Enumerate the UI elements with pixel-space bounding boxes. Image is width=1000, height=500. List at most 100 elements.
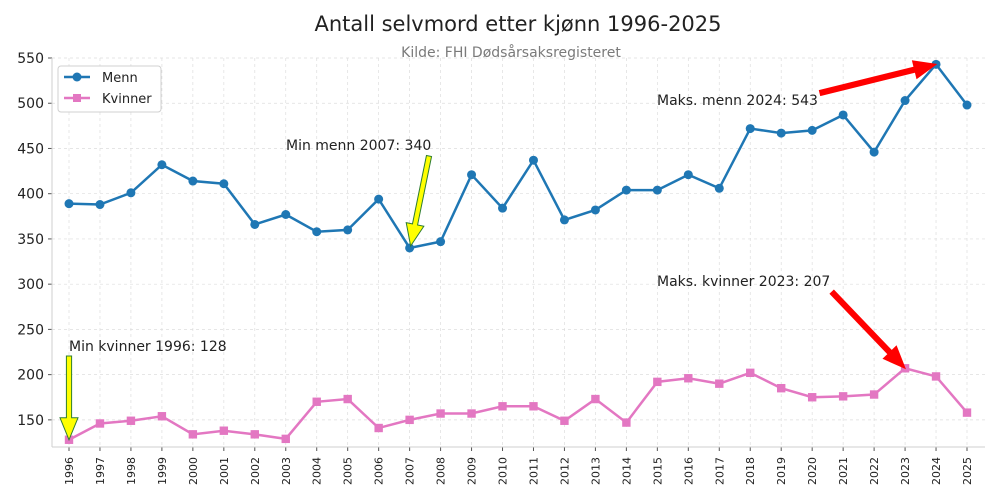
x-tick-label: 2004 xyxy=(311,457,324,485)
data-point-menn xyxy=(405,243,415,253)
x-tick-label: 2009 xyxy=(466,457,479,485)
x-tick-label: 1996 xyxy=(63,457,76,485)
data-point-kvinner xyxy=(746,368,755,378)
data-point-menn xyxy=(590,205,600,215)
y-tick-label: 400 xyxy=(17,187,44,203)
data-point-kvinner xyxy=(591,394,600,404)
annotation-max-kvinner: Maks. kvinner 2023: 207 xyxy=(657,274,830,290)
x-tick-label: 2006 xyxy=(373,457,386,485)
data-point-kvinner xyxy=(622,418,631,427)
x-tick-label: 2017 xyxy=(713,457,726,485)
series-line-kvinner xyxy=(68,366,968,441)
legend-marker-menn xyxy=(72,72,82,82)
data-point-kvinner xyxy=(838,392,848,401)
data-point-kvinner xyxy=(219,426,229,435)
data-point-menn xyxy=(776,128,786,138)
data-point-menn xyxy=(621,185,631,195)
data-point-menn xyxy=(281,210,291,220)
data-point-kvinner xyxy=(374,423,383,433)
data-point-menn xyxy=(962,100,972,110)
y-tick-label: 450 xyxy=(17,141,44,157)
y-tick-label: 350 xyxy=(17,232,44,248)
y-tick-label: 250 xyxy=(17,322,44,338)
data-point-kvinner xyxy=(777,383,786,393)
data-point-kvinner xyxy=(157,412,167,421)
x-tick-label: 2013 xyxy=(589,457,602,485)
x-tick-label: 2022 xyxy=(868,457,881,485)
annotations: Maks. menn 2024: 543 Min menn 2007: 340 Ma… xyxy=(59,60,938,442)
data-point-menn xyxy=(64,199,74,209)
legend-label-menn: Menn xyxy=(102,71,138,86)
x-tick-label: 1998 xyxy=(125,457,138,485)
data-point-kvinner xyxy=(343,394,352,404)
x-tick-label: 2018 xyxy=(744,457,757,485)
x-tick-label: 2005 xyxy=(342,457,355,485)
data-point-menn xyxy=(900,96,910,106)
x-tick-label: 2021 xyxy=(837,457,850,485)
x-tick-label: 2012 xyxy=(558,457,571,485)
x-tick-labels: 1996 1997 1998 1999 2000 2001 2002 2003 2004 2005… xyxy=(63,457,974,485)
y-tick-label: 150 xyxy=(17,413,44,429)
data-point-menn xyxy=(559,215,569,225)
data-point-menn xyxy=(95,200,105,210)
x-tick-label: 2002 xyxy=(249,457,262,485)
y-tick-label: 550 xyxy=(17,51,44,67)
legend-marker-kvinner xyxy=(73,94,81,102)
x-tick-label: 2025 xyxy=(961,457,974,485)
data-point-menn xyxy=(807,125,817,135)
x-tick-label: 2019 xyxy=(775,457,788,485)
x-tick-label: 2001 xyxy=(218,457,231,485)
chart-title: Antall selvmord etter kjønn 1996-2025 xyxy=(314,12,721,36)
data-point-kvinner xyxy=(312,397,321,406)
data-point-menn xyxy=(436,237,446,247)
legend-label-kvinner: Kvinner xyxy=(102,92,152,107)
data-point-menn xyxy=(219,179,229,189)
data-point-kvinner xyxy=(467,409,476,418)
data-point-menn xyxy=(343,225,353,235)
series-layer xyxy=(64,59,972,444)
data-point-menn xyxy=(745,124,755,134)
data-point-menn xyxy=(312,227,322,237)
grid xyxy=(48,57,985,451)
data-point-menn xyxy=(869,147,879,157)
y-tick-label: 500 xyxy=(17,96,44,112)
annotation-min-kvinner: Min kvinner 1996: 128 xyxy=(69,339,227,355)
x-tick-label: 2003 xyxy=(280,457,293,485)
data-point-menn xyxy=(188,176,198,186)
data-point-kvinner xyxy=(653,377,662,387)
annotation-min-menn: Min menn 2007: 340 xyxy=(286,138,431,154)
x-tick-label: 2000 xyxy=(187,457,200,485)
data-point-menn xyxy=(528,155,538,165)
y-tick-label: 300 xyxy=(17,277,44,293)
y-tick-labels: 150 200 250 300 350 400 450 500 550 xyxy=(17,51,44,429)
data-point-menn xyxy=(250,219,260,229)
data-point-menn xyxy=(714,183,724,193)
data-point-kvinner xyxy=(529,402,538,411)
data-point-menn xyxy=(126,188,136,198)
data-point-kvinner xyxy=(188,430,198,439)
data-point-menn xyxy=(374,194,384,204)
axes xyxy=(51,58,985,448)
x-tick-label: 2016 xyxy=(682,457,695,485)
data-point-kvinner xyxy=(250,430,259,439)
data-point-menn xyxy=(683,170,693,180)
x-tick-label: 2014 xyxy=(620,457,633,485)
chart-subtitle: Kilde: FHI Dødsårsaksregisteret xyxy=(401,44,621,61)
data-point-kvinner xyxy=(560,416,569,425)
data-point-menn xyxy=(157,160,167,170)
x-tick-label: 2023 xyxy=(899,457,912,485)
data-point-kvinner xyxy=(281,434,290,444)
data-point-kvinner xyxy=(807,393,817,402)
data-point-menn xyxy=(838,110,848,120)
x-tick-label: 2007 xyxy=(404,457,417,485)
data-point-kvinner xyxy=(931,372,941,381)
data-point-kvinner xyxy=(684,374,693,383)
series-line-menn xyxy=(68,62,968,250)
x-tick-label: 1999 xyxy=(156,457,169,485)
y-tick-label: 200 xyxy=(17,368,44,384)
data-point-menn xyxy=(498,203,508,213)
arrow-max-menn xyxy=(818,60,938,97)
data-point-kvinner xyxy=(405,415,414,425)
x-tick-label: 1997 xyxy=(94,457,107,485)
